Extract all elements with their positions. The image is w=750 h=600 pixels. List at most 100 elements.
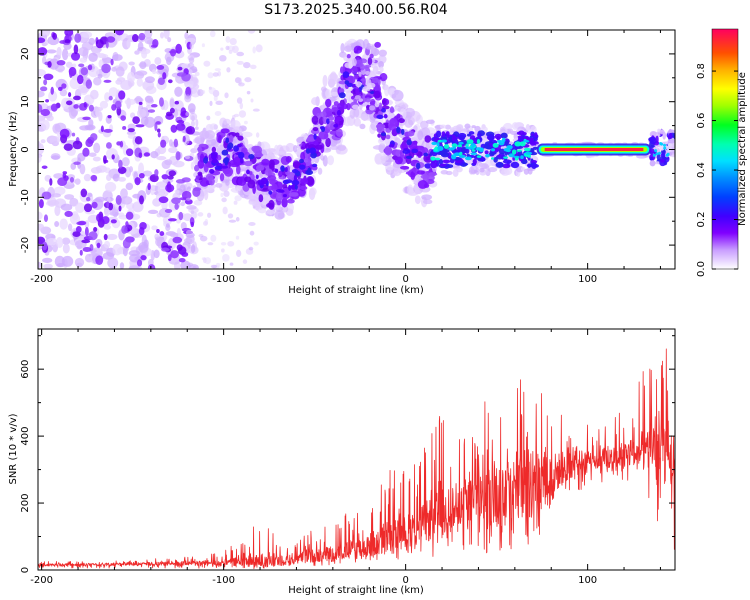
spectrogram-blob (195, 175, 200, 180)
spectrogram-blob (138, 162, 145, 175)
spectrogram-blob (167, 175, 174, 180)
spectrogram-blob (194, 71, 200, 77)
spectrogram-blob (495, 161, 504, 168)
spectrogram-blob (64, 194, 75, 200)
x-tick-label: 0 (402, 274, 408, 285)
spectrogram-blob (169, 98, 175, 109)
spectrogram-blob (252, 46, 256, 54)
spectrogram-blob (490, 157, 495, 160)
spectrogram-blob (204, 218, 209, 225)
spectrogram-blob (137, 108, 147, 118)
spectrogram-blob (243, 61, 251, 69)
spectrogram-blob (532, 161, 536, 168)
spectrogram-blob (227, 213, 234, 219)
spectrogram-blob (144, 30, 153, 39)
spectrogram-blob (173, 138, 179, 148)
spectrogram-blob (164, 208, 173, 213)
spectrogram-blob (174, 86, 183, 97)
spectrogram-blob (61, 83, 67, 89)
spectrogram-blob (64, 39, 71, 44)
y-tick-label: 600 (20, 360, 31, 379)
spectrogram-blob (654, 149, 658, 153)
spectrogram-blob (66, 100, 73, 106)
spectrogram-blob (38, 211, 43, 220)
spectrogram-blob (93, 77, 102, 86)
spectrogram-blob (520, 155, 524, 160)
spectrogram-blob (116, 77, 126, 82)
spectrogram-blob (159, 97, 164, 107)
snr-frame (37, 328, 676, 571)
spectrogram-blob (417, 130, 424, 141)
spectrogram-blob (522, 158, 528, 164)
spectrogram-blob (43, 79, 48, 86)
spectrogram-blob (150, 184, 156, 189)
spectrogram-blob (414, 195, 421, 205)
spectrogram-blob (286, 202, 294, 213)
spectrogram-blob (79, 163, 86, 175)
spectrogram-blob (110, 58, 114, 66)
spectrogram-blob (182, 135, 186, 143)
spectrogram-blob (85, 138, 94, 148)
spectrogram-blob (138, 152, 143, 159)
spectrogram-blob (177, 66, 183, 71)
spectrogram-blob (399, 165, 410, 170)
spectrogram-blob (229, 262, 234, 266)
spectrogram-blob (351, 95, 355, 100)
spectrogram-blob (134, 136, 143, 145)
spectrogram-blob (665, 153, 669, 157)
spectrogram-blob (197, 212, 204, 217)
spectrogram-blob (326, 118, 330, 125)
spectrogram-blob (46, 237, 58, 246)
spectrogram-blob (43, 263, 53, 269)
spectrogram-blob (353, 45, 363, 54)
spectrogram-blob (154, 169, 159, 177)
y-tick-label: 400 (20, 427, 31, 446)
spectrogram-blob (209, 30, 216, 38)
spectrogram-blob (465, 143, 469, 147)
spectrogram-blob (394, 155, 403, 165)
spectrogram-blob (291, 179, 300, 186)
spectrogram-blob (133, 71, 145, 80)
spectrogram-blob (450, 154, 457, 160)
spectrogram-blob (523, 139, 530, 143)
spectrogram-blob (59, 40, 67, 44)
spectrogram-blob (483, 143, 491, 149)
spectrogram-blob (238, 82, 245, 87)
spectrogram-blob (111, 154, 115, 160)
spectrogram-blob (233, 145, 240, 152)
spectrogram-blob (374, 41, 381, 48)
spectrogram-blob (190, 120, 195, 128)
spectrogram-blob (106, 201, 110, 208)
spectrogram-blob (68, 92, 72, 98)
spectrogram-blob (192, 265, 197, 269)
spectrogram-blob (64, 210, 73, 218)
spectrogram-blob (121, 157, 130, 167)
spectrogram-blob (464, 148, 470, 154)
spectrogram-blob (118, 212, 125, 218)
spectrogram-blob (240, 131, 253, 138)
spectrogram-blob (255, 174, 259, 180)
spectrogram-blob (372, 65, 379, 75)
spectrogram-blob (161, 174, 169, 180)
spectrogram-blob (354, 95, 361, 100)
spectrogram-blob (337, 102, 345, 110)
spectrogram-blob (84, 124, 96, 131)
spectrogram-blob (275, 188, 284, 193)
spectrogram-blob (362, 86, 371, 92)
spectrogram-blob (457, 144, 462, 148)
spectrogram-blob (188, 80, 194, 86)
spectrogram-blob (328, 115, 335, 121)
spectrogram-blob (154, 57, 162, 65)
spectrogram-blob (38, 37, 46, 44)
spectrogram-blob (160, 139, 167, 148)
spectrogram-blob (498, 140, 505, 146)
spectrogram-blob (247, 30, 256, 34)
spectrogram-blob (215, 100, 223, 106)
spectrogram-blob (82, 246, 92, 253)
spectrogram-blob (250, 98, 254, 103)
spectrogram-blob (268, 190, 273, 195)
spectrogram-blob (41, 30, 47, 36)
spectrogram-blob (203, 60, 211, 67)
spectrogram-blob (144, 116, 156, 128)
